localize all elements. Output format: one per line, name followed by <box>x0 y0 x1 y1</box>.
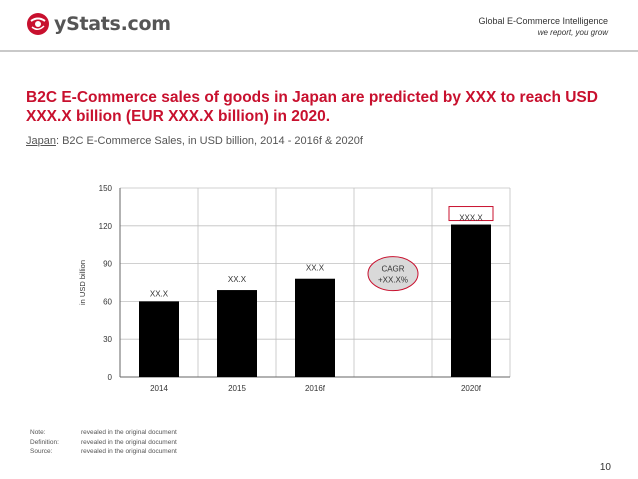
y-tick-label: 0 <box>108 373 113 382</box>
y-tick-label: 60 <box>103 297 112 306</box>
header-divider <box>0 50 638 52</box>
notes-block: Note: revealed in the original document … <box>30 428 177 457</box>
note-row: Note: revealed in the original document <box>30 428 177 438</box>
definition-row: Definition: revealed in the original doc… <box>30 438 177 448</box>
y-axis-title: in USD billion <box>78 260 87 305</box>
data-label: XX.X <box>306 264 325 273</box>
y-tick-label: 120 <box>99 222 113 231</box>
x-tick-label: 2020f <box>461 384 482 393</box>
tagline-line1: Global E-Commerce Intelligence <box>478 16 608 26</box>
bar <box>139 301 179 377</box>
data-label: XX.X <box>228 275 247 284</box>
cagr-label: CAGR <box>381 265 404 274</box>
x-tick-label: 2014 <box>150 384 168 393</box>
data-label: XX.X <box>150 289 169 298</box>
x-tick-label: 2016f <box>305 384 326 393</box>
logo-text: yStats.com <box>54 13 171 35</box>
tagline-line2: we report, you grow <box>537 28 608 37</box>
data-label: XXX.X <box>459 214 483 223</box>
y-tick-label: 150 <box>99 184 113 193</box>
bar <box>217 290 257 377</box>
ystats-logo[interactable]: yStats.com <box>26 12 171 36</box>
chart-subtitle: Japan: B2C E-Commerce Sales, in USD bill… <box>26 135 363 147</box>
bar-chart: 0 30 60 90 120 150 XX.X 2014 XX.X 2015 XX.X 2016f XX… <box>78 184 511 393</box>
source-label: Source: <box>30 448 53 455</box>
subtitle-text: : B2C E-Commerce Sales, in USD billion, … <box>55 135 363 147</box>
cagr-value: +XX.X% <box>378 276 408 285</box>
cagr-bubble <box>367 256 419 292</box>
ystats-globe-icon <box>27 13 49 35</box>
y-tick-label: 30 <box>103 335 112 344</box>
page-title: B2C E-Commerce sales of goods in Japan a… <box>26 89 598 125</box>
y-tick-label: 90 <box>103 260 112 269</box>
note-text: revealed in the original document <box>81 429 177 436</box>
tagline: Global E-Commerce Intelligence we report… <box>478 15 608 38</box>
bar <box>295 278 335 377</box>
page-number: 10 <box>599 462 611 473</box>
bar <box>451 224 491 377</box>
x-tick-label: 2015 <box>228 384 246 393</box>
data-label-box <box>448 206 494 222</box>
note-label: Note: <box>30 429 46 436</box>
definition-text: revealed in the original document <box>81 438 177 446</box>
definition-label: Definition: <box>30 438 59 446</box>
source-text: revealed in the original document <box>81 448 177 455</box>
source-row: Source: revealed in the original documen… <box>30 447 177 457</box>
subtitle-country: Japan <box>26 135 56 147</box>
